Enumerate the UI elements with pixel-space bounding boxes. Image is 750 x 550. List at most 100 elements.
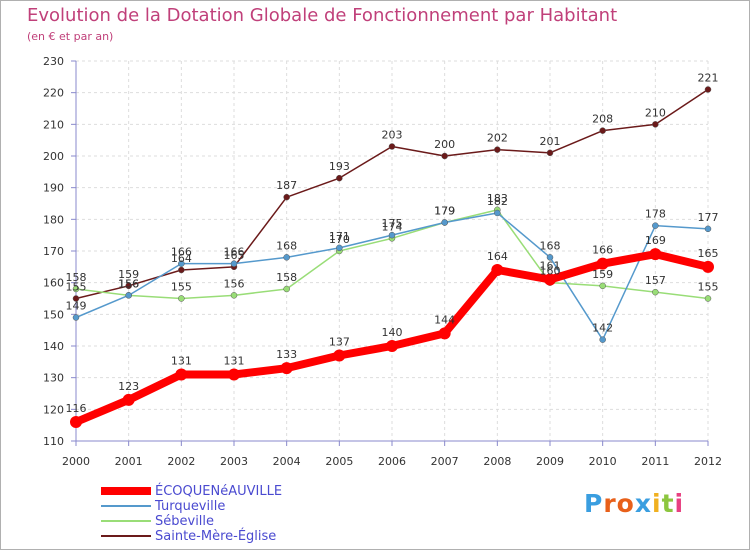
data-point-s-beville [599, 282, 606, 290]
data-label-turqueville: 175 [382, 217, 403, 230]
data-label-sainte-m-re-glise: 200 [434, 138, 455, 151]
data-point-sainte-m-re-glise [546, 149, 554, 157]
data-label-turqueville: 178 [645, 208, 666, 221]
y-tick-label: 200 [43, 150, 64, 163]
data-point-turqueville [599, 336, 606, 343]
data-point-turqueville [388, 231, 396, 239]
data-point-turqueville [283, 254, 290, 261]
x-tick-label: 2006 [378, 455, 406, 468]
y-tick-label: 210 [43, 118, 64, 131]
proxiti-logo: Proxiti [584, 489, 684, 518]
data-label-turqueville: 168 [540, 239, 561, 252]
data-point-turqueville [652, 222, 659, 229]
data-point-sainte-m-re-glise [599, 127, 606, 134]
x-tick-label: 2011 [641, 455, 669, 468]
data-point--coquen-auville [175, 368, 188, 381]
data-point--coquen-auville [702, 260, 714, 273]
data-label-s-beville: 159 [592, 268, 613, 281]
legend-label: Turqueville [154, 499, 225, 514]
data-label--coquen-auville: 137 [329, 336, 350, 349]
logo-letter: i [652, 489, 662, 518]
data-point-turqueville [336, 244, 343, 252]
data-label--coquen-auville: 164 [487, 250, 508, 263]
data-label-turqueville: 179 [434, 205, 455, 218]
y-tick-label: 220 [43, 87, 64, 100]
data-label-turqueville: 166 [224, 246, 245, 259]
data-label-s-beville: 174 [382, 220, 403, 233]
y-tick-label: 120 [43, 403, 64, 416]
data-label-sainte-m-re-glise: 202 [487, 132, 508, 145]
data-label--coquen-auville: 165 [698, 247, 719, 260]
data-label-turqueville: 177 [698, 211, 719, 224]
chart-subtitle: (en € et par an) [27, 30, 114, 43]
data-label-s-beville: 156 [118, 277, 139, 290]
x-tick-label: 2000 [62, 455, 90, 468]
data-point--coquen-auville [70, 416, 82, 428]
data-label--coquen-auville: 116 [66, 402, 87, 415]
data-label--coquen-auville: 140 [382, 326, 403, 339]
data-label-turqueville: 182 [487, 195, 508, 208]
data-point-s-beville [704, 295, 712, 302]
data-label-sainte-m-re-glise: 201 [540, 135, 561, 148]
legend-label: Sébeville [155, 514, 214, 529]
data-point-turqueville [72, 314, 80, 321]
x-tick-label: 2002 [167, 455, 195, 468]
data-point-sainte-m-re-glise [336, 174, 343, 182]
data-labels: 155 159 164 165 187 193 203 200 202 201 208 210 221 1… [66, 72, 719, 416]
data-label-turqueville: 156 [118, 277, 139, 290]
data-point-sainte-m-re-glise [494, 146, 501, 153]
legend-label: ÉCOQUENéAUVILLE [155, 483, 282, 499]
data-label-sainte-m-re-glise: 187 [276, 179, 297, 192]
data-point-turqueville [494, 209, 501, 217]
data-label-sainte-m-re-glise: 193 [329, 160, 350, 173]
data-point-turqueville [178, 260, 185, 267]
data-label-s-beville: 155 [171, 281, 192, 294]
x-tick-label: 2009 [536, 455, 564, 468]
data-point-turqueville [230, 260, 238, 267]
logo-letter: o [616, 489, 635, 518]
data-point--coquen-auville [438, 327, 451, 340]
data-label-turqueville: 142 [592, 322, 613, 335]
data-label-s-beville: 157 [645, 274, 666, 287]
y-tick-label: 190 [43, 182, 64, 195]
data-point--coquen-auville [122, 393, 135, 406]
data-label-sainte-m-re-glise: 164 [171, 252, 192, 265]
data-label--coquen-auville: 131 [171, 355, 192, 368]
y-tick-label: 110 [43, 435, 64, 448]
data-point--coquen-auville [386, 340, 398, 352]
data-point--coquen-auville [280, 362, 293, 375]
x-tick-label: 2003 [220, 455, 248, 468]
data-point-sainte-m-re-glise [125, 282, 132, 290]
data-point--coquen-auville [596, 257, 609, 270]
data-point-turqueville [441, 219, 448, 226]
data-label-turqueville: 168 [276, 239, 297, 252]
data-point--coquen-auville [649, 248, 662, 261]
x-tick-label: 2004 [273, 455, 301, 468]
data-label--coquen-auville: 161 [540, 260, 561, 273]
logo-letter: t [661, 489, 675, 518]
data-label--coquen-auville: 144 [434, 313, 455, 326]
data-label-s-beville: 158 [276, 271, 297, 284]
chart-title: Evolution de la Dotation Globale de Fonc… [27, 5, 618, 26]
data-label-turqueville: 166 [171, 246, 192, 259]
logo-letter: x [634, 489, 652, 518]
y-tick-label: 150 [43, 308, 64, 321]
logo-letter: r [603, 489, 617, 518]
data-label-s-beville: 155 [698, 281, 719, 294]
data-label-sainte-m-re-glise: 155 [66, 281, 87, 294]
x-tick-label: 2008 [483, 455, 511, 468]
logo-letter: P [584, 489, 604, 518]
x-tick-label: 2007 [431, 455, 459, 468]
data-point-sainte-m-re-glise [704, 86, 712, 93]
data-label-turqueville: 149 [66, 300, 87, 313]
x-tick-label: 2001 [115, 455, 143, 468]
data-point-s-beville [283, 285, 290, 293]
data-label-sainte-m-re-glise: 203 [382, 129, 403, 142]
data-point-s-beville [178, 295, 185, 302]
data-point-sainte-m-re-glise [388, 143, 396, 150]
legend-label: Sainte-Mère-Église [155, 528, 276, 544]
data-label--coquen-auville: 166 [592, 244, 613, 257]
y-tick-label: 130 [43, 372, 64, 385]
logo-letter: i [674, 489, 685, 518]
